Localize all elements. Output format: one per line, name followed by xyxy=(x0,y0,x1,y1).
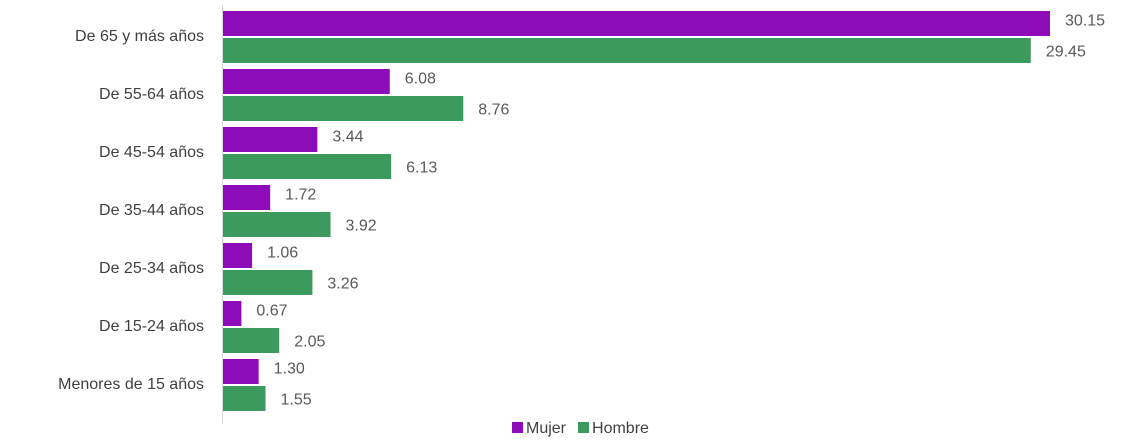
bar xyxy=(223,185,271,210)
bar xyxy=(223,243,253,268)
y-tick-label: De 25-34 años xyxy=(99,260,204,277)
value-label: 29.45 xyxy=(1046,44,1086,61)
bar xyxy=(223,38,1031,63)
value-label: 2.05 xyxy=(294,334,325,351)
value-label: 6.13 xyxy=(406,160,437,177)
y-tick-label: De 15-24 años xyxy=(99,318,204,335)
value-label: 1.30 xyxy=(274,361,305,378)
bar xyxy=(223,359,259,384)
value-label: 8.76 xyxy=(478,102,509,119)
y-tick-label: De 35-44 años xyxy=(99,202,204,219)
value-label: 1.55 xyxy=(281,392,312,409)
bar xyxy=(223,386,266,411)
y-tick-label: De 45-54 años xyxy=(99,144,204,161)
legend-swatch xyxy=(512,422,523,433)
legend-label: Mujer xyxy=(526,420,567,437)
bar xyxy=(223,301,242,326)
value-label: 3.92 xyxy=(346,218,377,235)
value-label: 6.08 xyxy=(405,71,436,88)
y-tick-label: De 65 y más años xyxy=(75,28,204,45)
bar xyxy=(223,96,464,121)
value-label: 3.44 xyxy=(332,129,363,146)
legend-label: Hombre xyxy=(592,420,649,437)
value-label: 1.72 xyxy=(285,187,316,204)
bar xyxy=(223,11,1050,36)
y-tick-label: Menores de 15 años xyxy=(58,376,204,393)
bar xyxy=(223,69,390,94)
value-label: 0.67 xyxy=(256,303,287,320)
value-label: 3.26 xyxy=(327,276,358,293)
bar xyxy=(223,270,313,295)
bar xyxy=(223,328,280,353)
bar xyxy=(223,154,392,179)
y-tick-label: De 55-64 años xyxy=(99,86,204,103)
value-label: 30.15 xyxy=(1065,13,1105,30)
value-label: 1.06 xyxy=(267,245,298,262)
legend-swatch xyxy=(578,422,590,433)
bar xyxy=(223,127,318,152)
bar xyxy=(223,212,331,237)
